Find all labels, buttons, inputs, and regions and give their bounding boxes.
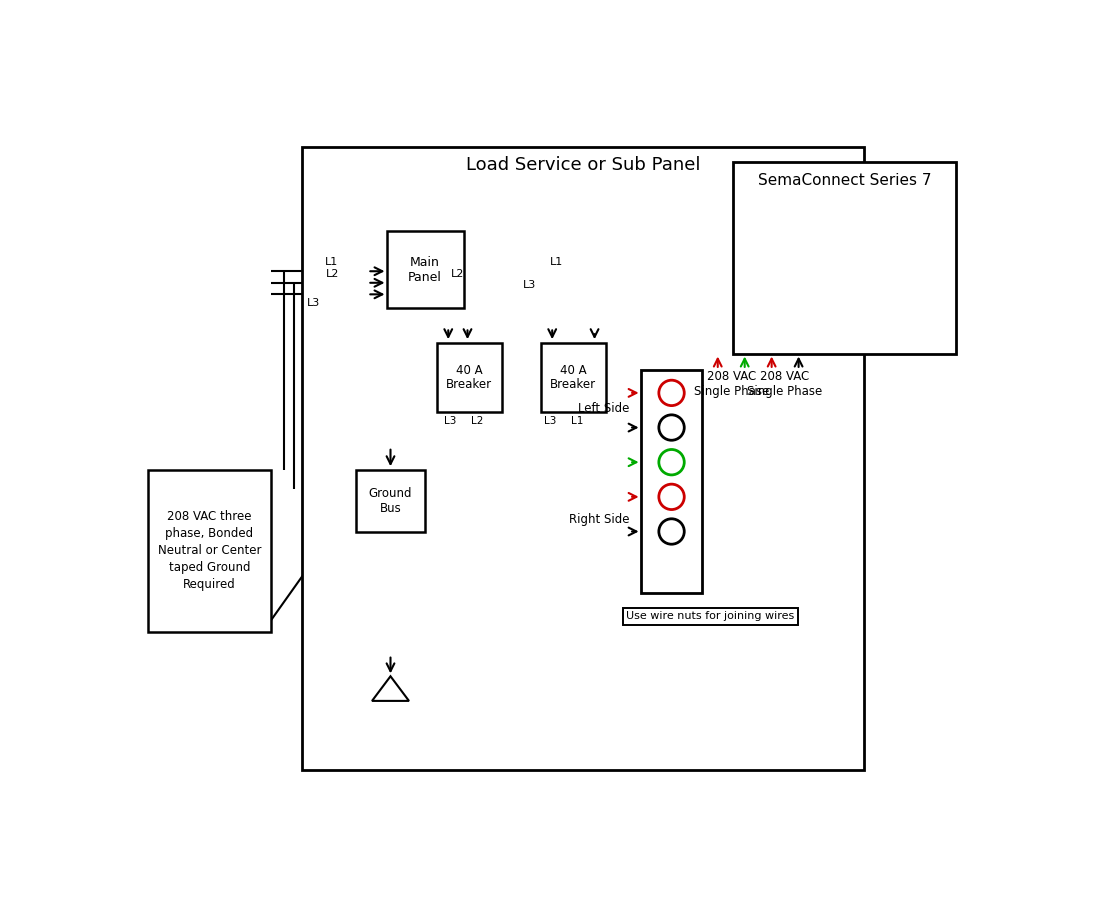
- Bar: [148, 470, 272, 632]
- Text: Left Side: Left Side: [578, 401, 629, 415]
- Text: L3: L3: [444, 416, 456, 426]
- Circle shape: [659, 380, 684, 406]
- Bar: [437, 343, 502, 412]
- Bar: [734, 162, 957, 355]
- Bar: [356, 470, 425, 532]
- Text: L1: L1: [571, 416, 583, 426]
- Bar: [301, 147, 865, 770]
- Text: Right Side: Right Side: [569, 513, 629, 526]
- Text: 40 A
Breaker: 40 A Breaker: [447, 364, 493, 392]
- Text: Load Service or Sub Panel: Load Service or Sub Panel: [465, 156, 701, 174]
- Bar: [387, 231, 464, 308]
- Text: 208 VAC
Single Phase: 208 VAC Single Phase: [694, 370, 769, 398]
- Text: L2: L2: [326, 269, 340, 279]
- Text: 208 VAC three
phase, Bonded
Neutral or Center
taped Ground
Required: 208 VAC three phase, Bonded Neutral or C…: [157, 510, 262, 591]
- Circle shape: [659, 449, 684, 475]
- Text: L3: L3: [522, 281, 536, 291]
- Text: 208 VAC
Single Phase: 208 VAC Single Phase: [747, 370, 823, 398]
- Text: Main
Panel: Main Panel: [408, 256, 442, 284]
- Text: Ground
Bus: Ground Bus: [368, 487, 412, 515]
- Bar: [541, 343, 606, 412]
- Text: L3: L3: [307, 298, 320, 308]
- Text: L3: L3: [544, 416, 557, 426]
- Text: L1: L1: [549, 257, 563, 267]
- Text: Use wire nuts for joining wires: Use wire nuts for joining wires: [626, 611, 794, 621]
- Circle shape: [659, 415, 684, 440]
- Text: SemaConnect Series 7: SemaConnect Series 7: [758, 174, 932, 188]
- Text: L1: L1: [324, 257, 338, 267]
- Bar: [640, 370, 703, 593]
- Circle shape: [659, 518, 684, 544]
- Text: L2: L2: [451, 269, 464, 279]
- Text: 40 A
Breaker: 40 A Breaker: [550, 364, 596, 392]
- Text: L2: L2: [471, 416, 483, 426]
- Circle shape: [659, 484, 684, 509]
